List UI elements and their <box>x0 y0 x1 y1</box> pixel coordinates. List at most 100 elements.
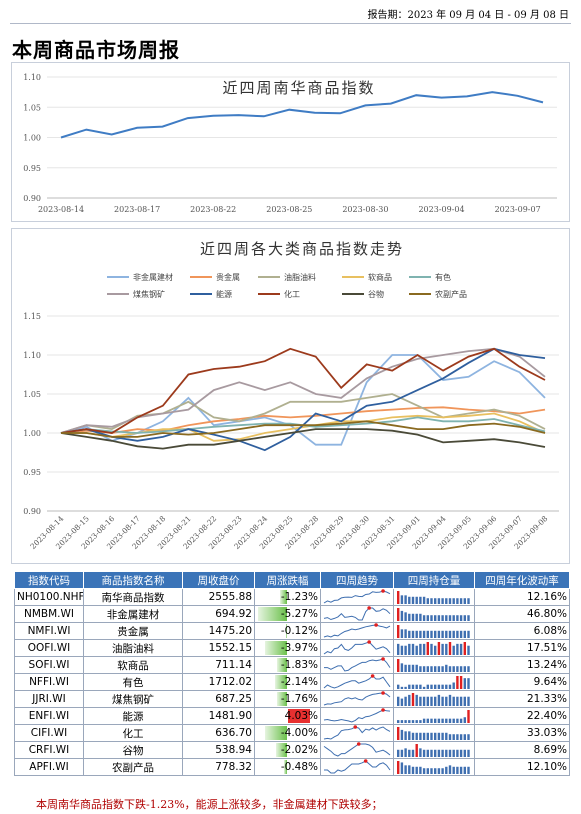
holdings-bar <box>445 630 448 638</box>
table-row: OOFI.WI 油脂油料 1552.15 -3.97% 17.51% <box>14 639 570 657</box>
y-tick-label: 1.00 <box>23 429 41 438</box>
holdings-bar <box>419 766 422 774</box>
holdings-cell <box>393 724 475 742</box>
index-code-cell: CIFI.WI <box>14 724 84 742</box>
holdings-cell <box>393 656 475 674</box>
holdings-bar <box>445 643 448 655</box>
holdings-bar <box>452 645 455 655</box>
holdings-bar <box>456 696 459 706</box>
change-text: -1.23% <box>280 591 318 603</box>
holdings-bar <box>459 630 463 638</box>
holdings-bar <box>408 630 411 638</box>
holdings-bar <box>437 749 441 757</box>
holdings-bar <box>445 696 448 706</box>
holdings-bar <box>452 766 455 774</box>
holdings-bar <box>404 645 407 655</box>
close-price-cell: 687.25 <box>182 690 255 708</box>
holdings-bar <box>448 734 452 740</box>
sparkline-peak-marker <box>353 725 358 729</box>
y-tick-label: 1.00 <box>23 134 41 143</box>
holdings-bar <box>397 659 400 672</box>
holdings-bar <box>430 643 433 655</box>
close-price-cell: 778.32 <box>182 758 255 776</box>
holdings-bar <box>415 596 418 604</box>
sparkline-peak-marker <box>381 708 385 712</box>
holdings-bar <box>430 666 433 672</box>
trend-sparkline-cell <box>320 707 394 725</box>
holdings-bar <box>419 596 422 604</box>
column-header: 四周持仓量 <box>393 571 475 589</box>
change-text: -0.48% <box>280 761 318 773</box>
holdings-bar <box>422 768 426 774</box>
holdings-bar <box>400 610 404 621</box>
holdings-bar <box>404 696 407 706</box>
holdings-bar <box>404 595 407 604</box>
trend-sparkline <box>323 606 391 621</box>
holdings-bar <box>397 749 400 757</box>
chart-title: 近四周各大类商品指数走势 <box>200 240 404 258</box>
holdings-cell <box>393 622 475 640</box>
change-text: -2.02% <box>280 744 318 756</box>
holdings-bar <box>404 686 407 689</box>
holdings-bar <box>456 630 459 638</box>
holdings-bar <box>400 595 404 604</box>
holdings-bar <box>448 718 452 723</box>
index-name-cell: 非金属建材 <box>83 605 183 623</box>
change-cell: -4.00% <box>254 724 321 742</box>
change-text: -1.83% <box>280 659 318 671</box>
holdings-bar <box>441 768 444 774</box>
table-header-row: 指数代码 商品指数名称 周收盘价 周涨跌幅 四周趋势 四周持仓量 四周年化波动率 <box>14 571 570 589</box>
trend-sparkline-cell <box>320 690 394 708</box>
change-cell: -2.02% <box>254 741 321 759</box>
change-text: -1.76% <box>280 693 318 705</box>
holdings-bar <box>430 768 433 774</box>
sparkline-peak-marker <box>367 606 371 610</box>
holdings-cell <box>393 741 475 759</box>
holdings-bar <box>426 642 429 655</box>
table-row: CRFI.WI 谷物 538.94 -2.02% 8.69% <box>14 741 570 759</box>
change-bar <box>286 624 287 638</box>
holdings-bar <box>419 643 422 655</box>
change-text: -3.97% <box>280 642 318 654</box>
holdings-cell <box>393 588 475 606</box>
holdings-bar <box>411 693 415 706</box>
holdings-bar <box>419 630 422 638</box>
index-code-cell: APFI.WI <box>14 758 84 776</box>
holdings-bar <box>441 749 444 757</box>
holdings-bar <box>419 732 422 740</box>
trend-sparkline <box>323 691 391 706</box>
holdings-bar <box>397 720 400 723</box>
close-price-cell: 711.14 <box>182 656 255 674</box>
holdings-bar <box>430 696 433 706</box>
volatility-cell: 8.69% <box>474 741 570 759</box>
column-header: 周涨跌幅 <box>254 571 321 589</box>
holdings-bar <box>467 766 470 774</box>
holdings-bar <box>426 666 429 672</box>
holdings-bar <box>452 682 455 689</box>
holdings-bars <box>397 676 470 689</box>
legend-label: 农副产品 <box>435 289 467 299</box>
index-name-cell: 能源 <box>83 707 183 725</box>
legend-label: 贵金属 <box>216 272 240 282</box>
close-price-cell: 1712.02 <box>182 673 255 691</box>
holdings-bar <box>400 629 404 638</box>
holdings-bar <box>404 748 407 757</box>
holdings-bar <box>411 720 415 723</box>
holdings-bar <box>463 734 466 740</box>
column-header: 指数代码 <box>14 571 84 589</box>
holdings-bar <box>408 643 411 655</box>
change-bar <box>275 743 287 757</box>
holdings-bars <box>397 608 470 621</box>
nanhua-index-line <box>60 91 544 139</box>
index-code-cell: ENFI.WI <box>14 707 84 725</box>
holdings-bar <box>467 710 470 723</box>
holdings-bar <box>434 630 437 638</box>
holdings-bar <box>419 720 422 723</box>
trend-sparkline <box>323 640 391 655</box>
trend-sparkline <box>323 708 391 723</box>
holdings-cell <box>393 605 475 623</box>
holdings-bar <box>397 761 400 774</box>
close-price-cell: 636.70 <box>182 724 255 742</box>
table-row: NMFI.WI 贵金属 1475.20 -0.12% 6.08% <box>14 622 570 640</box>
